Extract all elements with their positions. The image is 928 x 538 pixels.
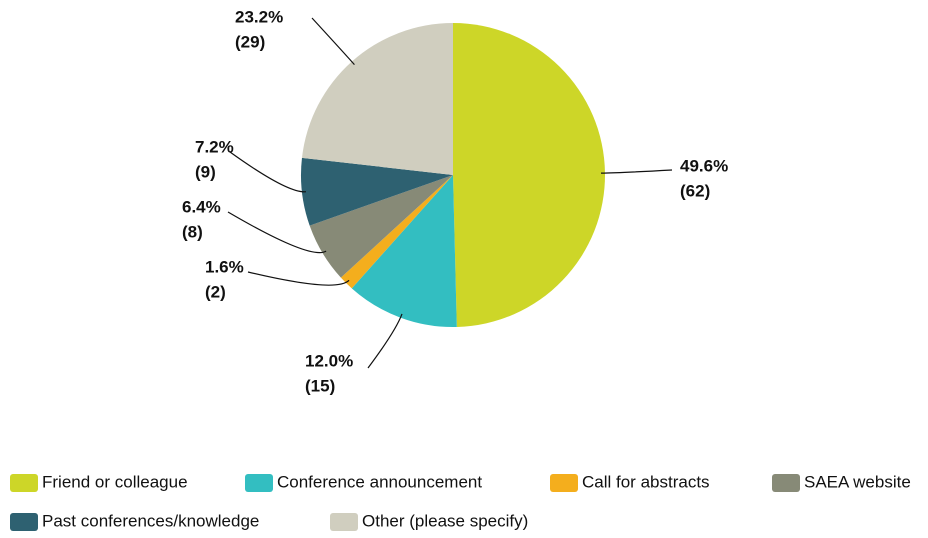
leader-line [227,211,327,254]
count-label: (8) [182,222,203,241]
pie-slice [340,175,453,289]
leader-line [311,17,355,66]
data-label: 12.0% [305,351,353,370]
data-label: 6.4% [182,197,221,216]
leader-line [367,313,403,369]
legend-swatch [10,474,38,492]
legend-label: Conference announcement [277,472,482,491]
legend-label: Friend or colleague [42,472,188,491]
legend-swatch [10,513,38,531]
data-label: 7.2% [195,137,234,156]
pie-slice [301,23,453,175]
legend-swatch [772,474,800,492]
pie-slice [453,23,605,327]
legend-label: Call for abstracts [582,472,710,491]
count-label: (15) [305,376,335,395]
leader-line [229,151,307,193]
leader-line [600,169,673,174]
legend-swatch [550,474,578,492]
pie-slice [301,157,453,226]
legend-swatch [330,513,358,531]
data-label: 49.6% [680,156,728,175]
legend-label: Other (please specify) [362,511,528,530]
count-label: (2) [205,282,226,301]
pie-slice [351,175,457,327]
count-label: (62) [680,181,710,200]
data-label: 23.2% [235,7,283,26]
legend-label: SAEA website [804,472,911,491]
data-label: 1.6% [205,257,244,276]
pie-slice [309,175,453,278]
count-label: (9) [195,162,216,181]
count-label: (29) [235,32,265,51]
legend-swatch [245,474,273,492]
legend-label: Past conferences/knowledge [42,511,259,530]
leader-line [247,271,350,286]
